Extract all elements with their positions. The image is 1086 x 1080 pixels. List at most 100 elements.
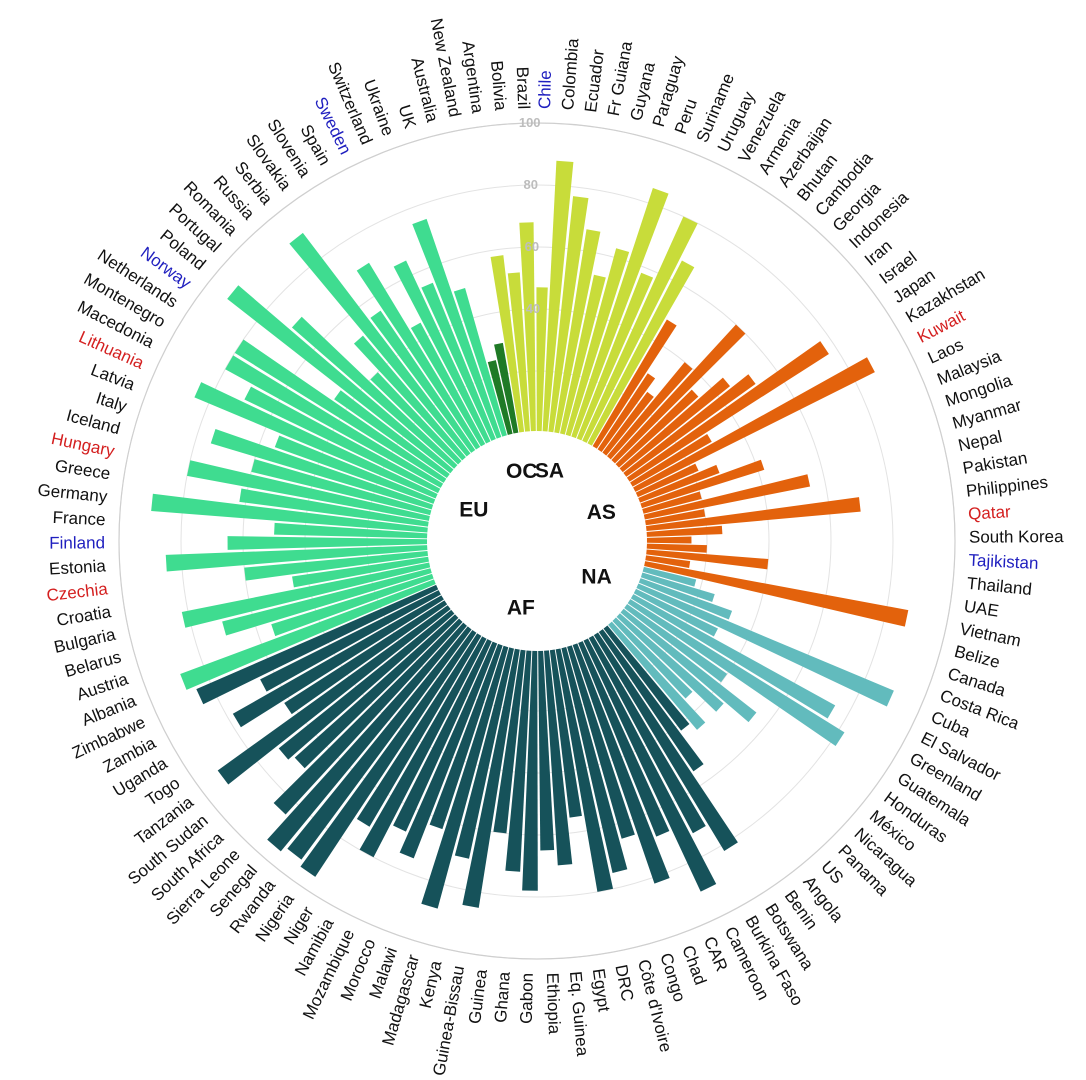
bar — [603, 625, 690, 731]
bar — [536, 287, 548, 432]
bar — [507, 272, 530, 432]
bar — [640, 572, 715, 603]
bar — [592, 319, 677, 449]
bar — [453, 288, 507, 437]
country-labels: Argentina Bolivia Brazil Chile ColombiaEcuad… — [37, 17, 1064, 1078]
bar — [291, 316, 458, 469]
region-label: EU — [459, 498, 488, 521]
bars — [151, 160, 909, 909]
bar — [227, 536, 428, 550]
bar — [623, 374, 756, 477]
bar — [538, 650, 555, 851]
bar — [560, 274, 606, 435]
bar — [370, 310, 476, 453]
country-label: Nepal — [956, 427, 1003, 455]
country-label: DRC — [611, 963, 637, 1003]
bar — [638, 578, 733, 620]
bar — [370, 372, 462, 465]
country-label: Brazil — [513, 66, 533, 109]
bar — [165, 545, 428, 572]
bar — [180, 579, 436, 690]
bar — [412, 218, 502, 439]
bar — [646, 525, 723, 537]
bar — [593, 632, 738, 852]
bar — [567, 645, 635, 839]
bar — [356, 262, 481, 450]
bar — [519, 222, 536, 432]
bar — [234, 339, 447, 483]
bar — [627, 599, 845, 746]
bar — [251, 459, 432, 516]
bar — [287, 626, 472, 860]
bar — [611, 324, 746, 464]
country-label: Bolivia — [487, 60, 510, 112]
country-label: Ethiopia — [543, 972, 564, 1035]
bar — [633, 588, 718, 637]
bar — [490, 255, 525, 433]
bar — [572, 643, 670, 884]
bar — [227, 285, 454, 474]
bar — [225, 355, 444, 488]
region-label: OC — [506, 460, 538, 483]
country-label: South Korea — [969, 527, 1064, 547]
bar — [619, 377, 731, 473]
bar — [554, 229, 601, 434]
bar — [421, 282, 496, 441]
bar — [239, 488, 429, 527]
bar — [635, 463, 699, 498]
country-label: Italy — [94, 388, 130, 416]
country-label: Croatia — [55, 602, 113, 630]
bar — [602, 391, 654, 456]
bar — [222, 568, 432, 636]
bar — [462, 648, 520, 908]
y-tick-labels: 40 60 80 100 — [519, 115, 541, 316]
country-label: Chile — [535, 70, 555, 109]
bar — [561, 647, 628, 874]
region-label: AF — [507, 597, 535, 620]
bar — [232, 595, 444, 728]
bar — [642, 566, 697, 587]
country-label: Czechia — [46, 579, 110, 605]
bar — [565, 248, 630, 437]
bar — [284, 600, 448, 715]
bar — [273, 618, 463, 815]
bar — [393, 639, 492, 832]
grid-ring — [180, 184, 894, 898]
country-label: Estonia — [49, 556, 107, 578]
bar — [399, 641, 498, 859]
bar — [588, 635, 706, 834]
country-label: France — [52, 508, 106, 529]
bar — [642, 491, 702, 514]
bar — [612, 617, 693, 699]
bar — [505, 650, 532, 872]
bar — [633, 357, 875, 492]
bar — [620, 608, 757, 723]
country-label: Egypt — [589, 967, 614, 1013]
bar — [578, 641, 670, 837]
bar — [582, 216, 698, 443]
country-label: Guinea — [465, 968, 491, 1025]
bar — [410, 322, 486, 447]
bar — [274, 522, 428, 539]
bar — [643, 474, 811, 520]
country-label: Qatar — [968, 502, 1012, 524]
bar — [267, 622, 467, 852]
bar — [571, 188, 669, 439]
country-label: Ecuador — [581, 48, 608, 114]
country-label: UAE — [963, 597, 1000, 621]
country-label: Ghana — [491, 971, 514, 1024]
bar — [646, 549, 769, 570]
bar — [421, 645, 509, 909]
bar — [244, 386, 441, 494]
bar — [640, 459, 765, 509]
bar — [636, 583, 894, 707]
bar — [260, 590, 441, 692]
region-label: SA — [535, 460, 564, 483]
bar — [356, 633, 482, 827]
bar — [244, 550, 429, 581]
bar — [359, 636, 487, 858]
bar — [608, 621, 706, 730]
bar — [645, 509, 706, 526]
bar — [429, 643, 503, 830]
